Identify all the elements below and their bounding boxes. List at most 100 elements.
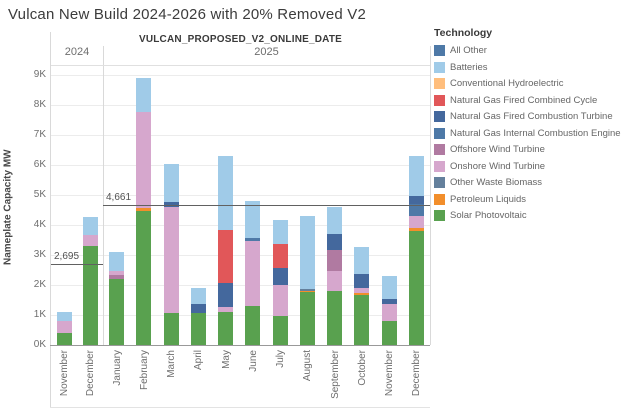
y-axis-tick: 5K (33, 189, 46, 200)
bar-september-2025 (327, 206, 343, 345)
bar-segment-onshore[interactable] (272, 284, 288, 317)
bar-may-2025 (218, 156, 234, 345)
column-field-label: VULCAN_PROPOSED_V2_ONLINE_DATE (138, 34, 343, 45)
bar-segment-solar[interactable] (354, 295, 370, 345)
bar-segment-solar[interactable] (327, 290, 343, 345)
bar-segment-onshore[interactable] (218, 306, 234, 312)
bar-segment-solar[interactable] (163, 313, 179, 345)
y-axis-tick: 1K (33, 309, 46, 320)
bar-segment-batteries[interactable] (327, 206, 343, 234)
bar-segment-ngice[interactable] (408, 204, 424, 216)
bar-segment-ngct[interactable] (408, 196, 424, 205)
bar-segment-solar[interactable] (82, 245, 98, 345)
gridline (51, 105, 430, 106)
bar-segment-batteries[interactable] (109, 252, 125, 272)
legend-swatch-ngct (434, 111, 445, 122)
x-axis-label-september: September (329, 350, 341, 399)
legend-swatch-conv_hydro (434, 78, 445, 89)
bar-segment-solar[interactable] (109, 278, 125, 345)
gridline (51, 75, 430, 76)
bar-segment-onshore[interactable] (56, 320, 72, 333)
bar-segment-solar[interactable] (381, 320, 397, 345)
legend-label-all_other: All Other (450, 45, 487, 56)
bar-segment-batteries[interactable] (136, 77, 152, 112)
legend-label-ngice: Natural Gas Internal Combustion Engine (450, 127, 621, 139)
bar-segment-solar[interactable] (136, 211, 152, 345)
bar-february-2025 (136, 77, 152, 345)
bar-segment-batteries[interactable] (218, 156, 234, 231)
bar-segment-solar[interactable] (190, 313, 206, 345)
legend-swatch-petroleum (434, 193, 445, 205)
legend-label-biomass: Other Waste Biomass (450, 177, 543, 188)
gridline (51, 255, 430, 256)
y-axis-tick: 3K (33, 249, 46, 260)
bar-january-2025 (109, 252, 125, 345)
reference-line-label: 4,661 (106, 192, 132, 204)
bar-segment-solar[interactable] (299, 292, 315, 345)
bar-segment-ngct[interactable] (272, 267, 288, 285)
bar-segment-onshore[interactable] (136, 111, 152, 208)
bar-segment-ngct[interactable] (218, 282, 234, 307)
bar-segment-batteries[interactable] (408, 155, 424, 197)
bar-segment-onshore[interactable] (82, 235, 98, 246)
x-axis-label-july: July (275, 350, 287, 368)
bar-december-2025 (408, 155, 424, 345)
pane-year-label: 2025 (254, 46, 279, 58)
bar-segment-batteries[interactable] (245, 200, 261, 239)
bar-segment-onshore[interactable] (354, 288, 370, 294)
bar-segment-batteries[interactable] (381, 276, 397, 299)
legend-swatch-ngice (434, 127, 445, 139)
bar-april-2025 (190, 287, 206, 345)
bar-segment-solar[interactable] (245, 305, 261, 345)
y-axis-tick: 6K (33, 159, 46, 170)
bar-segment-onshore[interactable] (163, 206, 179, 314)
bar-segment-onshore[interactable] (408, 215, 424, 228)
bar-segment-batteries[interactable] (190, 287, 206, 305)
bar-segment-onshore[interactable] (327, 271, 343, 291)
bar-segment-ngct[interactable] (381, 298, 397, 304)
bar-segment-ngice[interactable] (245, 238, 261, 242)
bar-segment-solar[interactable] (272, 316, 288, 345)
bar-segment-ngct[interactable] (327, 233, 343, 251)
bar-segment-petroleum[interactable] (299, 290, 315, 293)
bar-segment-ngcc[interactable] (272, 243, 288, 268)
bar-segment-offshore[interactable] (327, 250, 343, 272)
bar-segment-offshore[interactable] (109, 275, 125, 279)
bar-segment-batteries[interactable] (354, 247, 370, 275)
bar-august-2025 (299, 216, 315, 345)
pane-year-label: 2024 (64, 46, 90, 58)
legend-swatch-all_other (434, 45, 445, 56)
bar-segment-solar[interactable] (218, 311, 234, 345)
y-axis-tick: 0K (33, 339, 46, 350)
bar-segment-batteries[interactable] (56, 311, 72, 321)
legend-swatch-offshore (434, 144, 445, 155)
bar-segment-ngct[interactable] (190, 304, 206, 314)
bar-segment-batteries[interactable] (299, 216, 315, 290)
gridline (51, 165, 430, 166)
bar-march-2025 (163, 164, 179, 345)
bar-segment-petroleum[interactable] (408, 227, 424, 231)
bar-november-2025 (381, 276, 397, 345)
bar-segment-ngcc[interactable] (218, 230, 234, 283)
bar-segment-onshore[interactable] (381, 303, 397, 321)
gridline (51, 135, 430, 136)
bar-segment-batteries[interactable] (272, 219, 288, 244)
bar-october-2025 (354, 247, 370, 345)
bar-segment-petroleum[interactable] (354, 293, 370, 296)
bar-segment-batteries[interactable] (82, 217, 98, 236)
bar-segment-ngct[interactable] (163, 202, 179, 207)
x-axis-label-may: May (220, 350, 232, 369)
reference-line (51, 264, 103, 266)
x-axis-label-august: August (302, 350, 314, 382)
page-title: Vulcan New Build 2024-2026 with 20% Remo… (8, 6, 367, 23)
bar-segment-batteries[interactable] (163, 164, 179, 203)
bar-november-2024 (56, 311, 72, 345)
bar-segment-biomass[interactable] (299, 289, 315, 291)
bar-segment-solar[interactable] (56, 332, 72, 345)
bar-segment-petroleum[interactable] (136, 207, 152, 212)
bar-segment-ngct[interactable] (354, 274, 370, 288)
bar-segment-onshore[interactable] (245, 241, 261, 306)
bar-segment-solar[interactable] (408, 230, 424, 345)
bar-segment-onshore[interactable] (109, 271, 125, 276)
